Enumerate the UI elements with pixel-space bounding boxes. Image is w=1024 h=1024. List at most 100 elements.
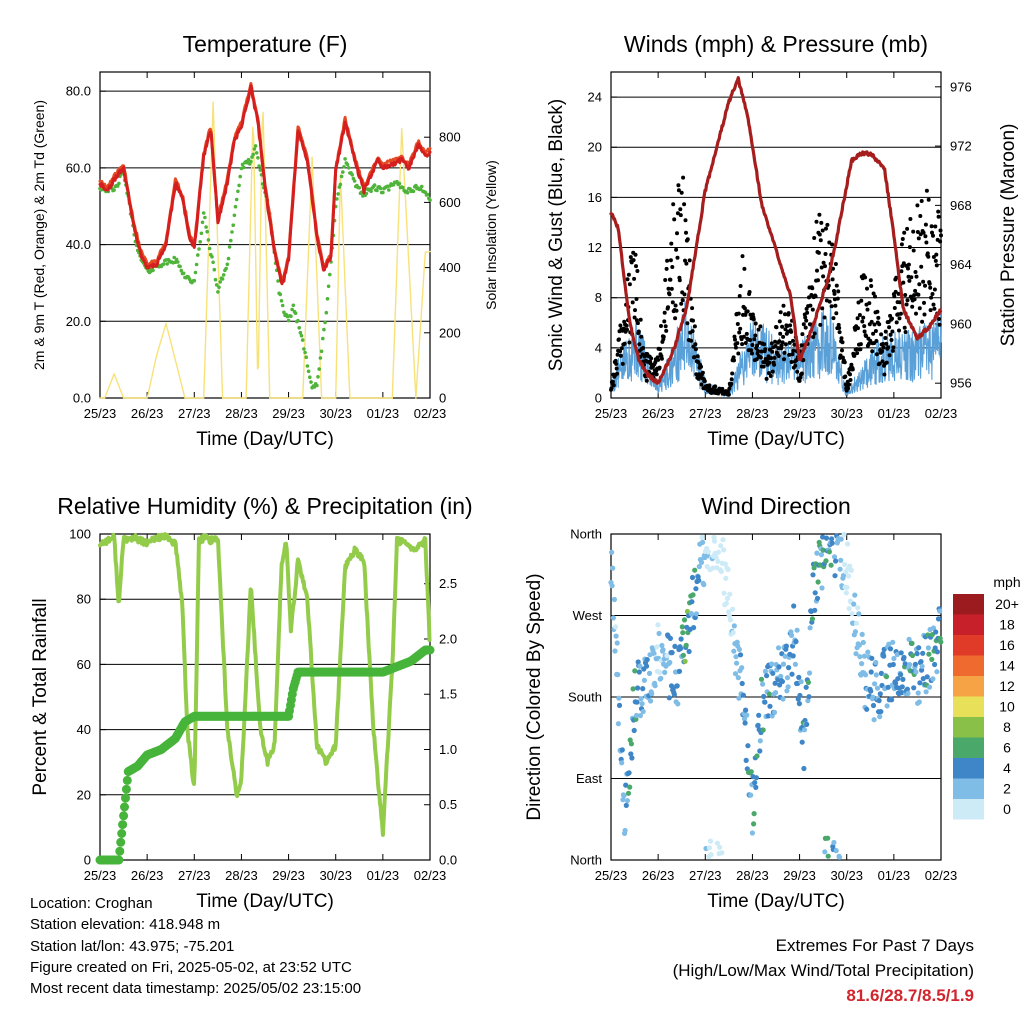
gust-series — [609, 175, 943, 397]
direction-point — [739, 680, 745, 687]
gust-point — [736, 351, 741, 356]
gust-point — [691, 318, 695, 323]
dewpoint-point — [342, 165, 346, 169]
direction-point — [844, 584, 850, 591]
precip-point — [121, 784, 131, 794]
gust-point — [672, 217, 677, 222]
direction-point — [711, 538, 718, 544]
dewpoint-point — [321, 336, 325, 341]
dewpoint-point — [233, 204, 238, 209]
direction-point — [852, 629, 859, 635]
gust-point — [661, 334, 666, 339]
dewpoint-point — [411, 189, 416, 194]
legend-label: 20+ — [995, 596, 1019, 612]
dewpoint-point — [293, 311, 298, 316]
direction-point — [929, 656, 935, 663]
x-tick-label: 26/23 — [131, 406, 164, 421]
gust-point — [833, 262, 838, 266]
direction-point — [819, 585, 825, 591]
dewpoint-point — [246, 157, 251, 162]
direction-point — [784, 675, 791, 681]
gust-point — [867, 301, 872, 306]
direction-point — [852, 592, 858, 598]
gust-point — [614, 366, 619, 371]
direction-point — [720, 537, 726, 543]
gust-point — [888, 332, 893, 337]
direction-point — [659, 642, 665, 649]
direction-point — [935, 616, 942, 622]
dewpoint-point — [346, 166, 351, 170]
gust-point — [670, 265, 675, 269]
y2-axis-label: Solar Insolation (Yellow) — [483, 160, 499, 310]
direction-point — [751, 821, 757, 827]
y-axis-label: Direction (Colored By Speed) — [524, 573, 545, 820]
dewpoint-point — [328, 272, 332, 277]
gust-point — [778, 331, 783, 336]
direction-point — [696, 564, 702, 570]
gust-point — [791, 338, 795, 343]
direction-point — [760, 727, 766, 733]
direction-point — [797, 692, 803, 699]
direction-point — [754, 753, 760, 759]
gust-point — [699, 364, 703, 369]
gust-point — [756, 327, 761, 332]
direction-point — [708, 838, 714, 844]
direction-point — [877, 714, 883, 720]
direction-point — [734, 639, 740, 645]
dewpoint-point — [254, 151, 259, 155]
gust-point — [823, 252, 828, 256]
direction-point — [829, 536, 835, 542]
dewpoint-point — [291, 303, 296, 308]
gust-point — [693, 342, 698, 347]
direction-point — [675, 701, 681, 707]
gust-point — [908, 217, 913, 221]
dewpoint-point — [221, 273, 226, 277]
gust-point — [744, 331, 749, 336]
direction-point — [719, 850, 725, 856]
direction-point — [725, 566, 731, 573]
dewpoint-point — [210, 254, 214, 259]
direction-point — [715, 558, 721, 565]
direction-point — [884, 703, 890, 709]
dewpoint-point — [257, 164, 261, 168]
dewpoint-point — [226, 256, 231, 261]
y-tick-label: South — [568, 690, 602, 705]
direction-point — [792, 661, 799, 667]
direction-point — [621, 793, 627, 799]
x-tick-label: 28/23 — [736, 868, 769, 883]
direction-point — [918, 659, 924, 665]
dewpoint-point — [401, 185, 405, 190]
direction-point — [667, 659, 673, 666]
gust-point — [727, 386, 732, 391]
extremes-values: 81.6/28.7/8.5/1.9 — [846, 986, 974, 1005]
direction-point — [744, 712, 750, 718]
gust-point — [913, 288, 918, 293]
y2-tick-label: 800 — [439, 130, 461, 145]
direction-point — [899, 684, 905, 690]
direction-point — [905, 690, 911, 697]
gust-point — [932, 306, 937, 311]
gust-point — [906, 262, 911, 267]
dewpoint-point — [224, 266, 228, 271]
gust-point — [863, 275, 868, 280]
direction-point — [727, 591, 733, 597]
dewpoint-point — [343, 157, 347, 161]
gust-point — [649, 356, 654, 361]
y-tick-label: 0 — [595, 391, 602, 406]
direction-point — [804, 721, 810, 728]
dewpoint-point — [423, 190, 428, 195]
gust-point — [891, 345, 896, 350]
dewpoint-point — [151, 268, 155, 273]
direction-point — [717, 844, 723, 850]
gust-point — [741, 334, 746, 339]
direction-point — [818, 552, 825, 558]
gust-point — [930, 292, 935, 296]
gust-point — [848, 378, 853, 382]
direction-series — [608, 531, 944, 860]
x-tick-label: 27/23 — [178, 406, 211, 421]
gust-point — [620, 361, 625, 366]
legend-swatch — [953, 758, 984, 779]
dewpoint-point — [316, 375, 320, 379]
gust-point — [682, 202, 687, 207]
dewpoint-point — [227, 245, 232, 249]
